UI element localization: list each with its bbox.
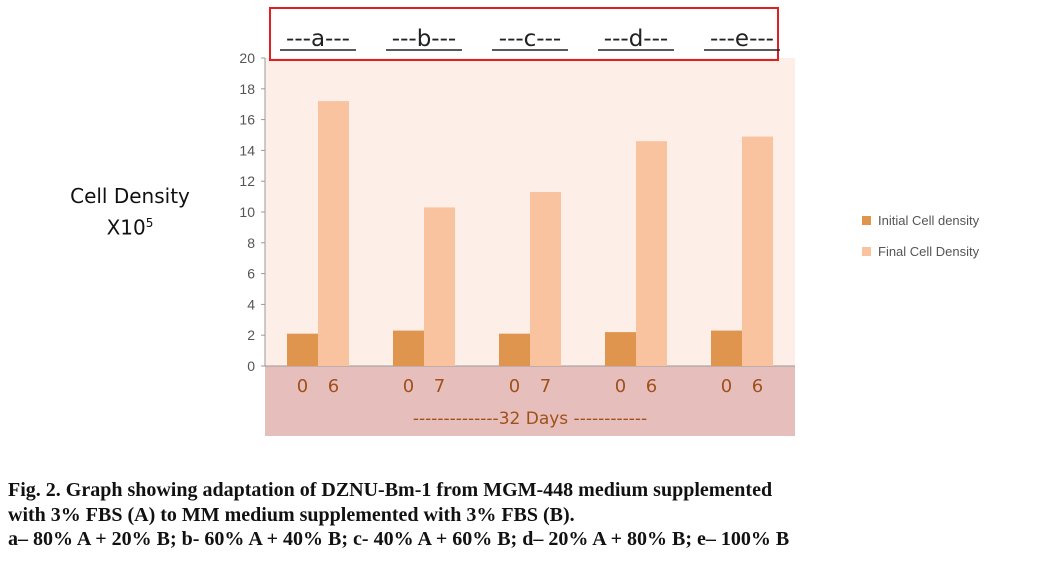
group-label: ---e--- <box>710 26 774 52</box>
group-label: ---d--- <box>604 26 668 52</box>
y-tick-label: 20 <box>239 50 255 66</box>
y-tick-label: 18 <box>239 81 255 97</box>
x-tick-label: 0 <box>721 376 732 397</box>
y-tick-label: 12 <box>239 173 255 189</box>
x-tick-label: 6 <box>328 376 339 397</box>
x-axis-band <box>265 366 795 436</box>
bar-initial-4 <box>605 332 636 366</box>
y-tick-label: 16 <box>239 112 255 128</box>
x-tick-label: 7 <box>540 376 551 397</box>
bar-final-2 <box>424 207 455 366</box>
x-tick-label: 0 <box>509 376 520 397</box>
y-axis-title: Cell Density X105 <box>55 183 205 242</box>
x-tick-label: 0 <box>297 376 308 397</box>
x-tick-label: 6 <box>752 376 763 397</box>
bar-final-5 <box>742 136 773 366</box>
bar-initial-1 <box>287 333 318 366</box>
y-axis-title-line2: X105 <box>106 215 154 240</box>
y-tick-label: 8 <box>247 235 255 251</box>
y-axis-exponent: 5 <box>145 216 154 230</box>
group-label: ---c--- <box>499 26 561 52</box>
x-tick-label: 0 <box>615 376 626 397</box>
bar-initial-3 <box>499 333 530 366</box>
y-tick-label: 0 <box>247 358 255 374</box>
bar-final-1 <box>318 101 349 367</box>
bar-final-3 <box>530 191 561 366</box>
y-axis-title-line1: Cell Density <box>70 184 190 208</box>
y-tick-label: 14 <box>239 142 255 158</box>
figure-caption: Fig. 2. Graph showing adaptation of DZNU… <box>8 478 1038 552</box>
bar-initial-2 <box>393 330 424 366</box>
x-axis-footer: --------------32 Days ------------ <box>413 409 647 429</box>
legend-swatch-initial <box>862 215 871 225</box>
legend-swatch-final <box>862 246 871 256</box>
legend-label-final: Final Cell Density <box>878 243 980 259</box>
group-highlight-box <box>269 7 779 61</box>
x-tick-label: 6 <box>646 376 657 397</box>
group-label: ---b--- <box>392 26 456 52</box>
caption-line-1: Fig. 2. Graph showing adaptation of DZNU… <box>8 479 773 501</box>
y-tick-label: 4 <box>247 296 255 312</box>
caption-line-3: a– 80% A + 20% B; b- 60% A + 40% B; c- 4… <box>8 528 790 550</box>
x-tick-label: 7 <box>434 376 445 397</box>
legend-item-initial: Initial Cell density <box>862 212 979 228</box>
caption-line-2: with 3% FBS (A) to MM medium supplemente… <box>8 503 575 526</box>
bar-chart: 0 2 4 6 8 10 12 14 16 18 20 ---a--- ---b--- ---c--- -… <box>239 7 795 436</box>
legend-item-final: Final Cell Density <box>862 243 979 259</box>
group-label: ---a--- <box>286 26 350 52</box>
bar-final-4 <box>636 141 667 366</box>
legend-label-initial: Initial Cell density <box>878 212 980 228</box>
bar-initial-5 <box>711 330 742 366</box>
legend: Initial Cell density Final Cell Density <box>862 212 979 274</box>
y-tick-label: 2 <box>247 327 255 343</box>
y-tick-label: 10 <box>239 204 255 220</box>
x-tick-label: 0 <box>403 376 414 397</box>
y-tick-label: 6 <box>247 266 255 282</box>
